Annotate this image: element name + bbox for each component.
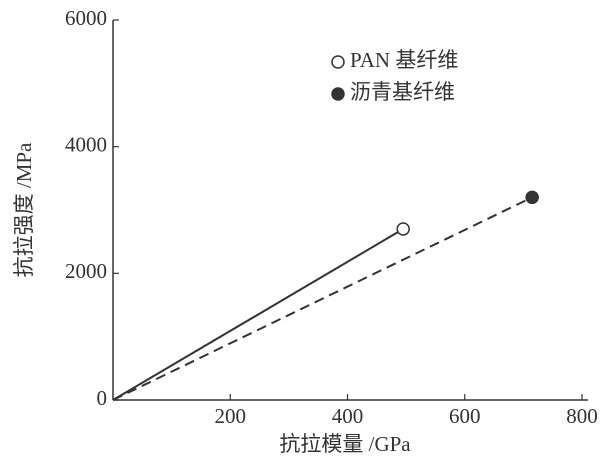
x-tick-label: 800 bbox=[566, 404, 598, 428]
x-tick-label: 600 bbox=[449, 404, 481, 428]
legend-marker bbox=[331, 87, 345, 101]
data-point bbox=[396, 222, 410, 236]
x-tick-label: 400 bbox=[332, 404, 364, 428]
y-tick-label: 6000 bbox=[65, 6, 107, 30]
legend-label: 沥青基纤维 bbox=[350, 80, 455, 104]
legend-label: PAN 基纤维 bbox=[350, 48, 458, 72]
y-tick-label: 2000 bbox=[65, 259, 107, 283]
y-tick-label: 4000 bbox=[65, 132, 107, 156]
data-point bbox=[525, 190, 539, 205]
y-tick-label: 0 bbox=[97, 386, 108, 410]
legend-marker bbox=[331, 55, 345, 69]
x-axis-label: 抗拉模量 /GPa bbox=[279, 432, 411, 456]
series-line bbox=[112, 196, 533, 401]
y-axis-label: 抗拉强度 /MPa bbox=[12, 142, 36, 277]
series-line bbox=[112, 228, 404, 401]
x-tick-label: 200 bbox=[215, 404, 247, 428]
